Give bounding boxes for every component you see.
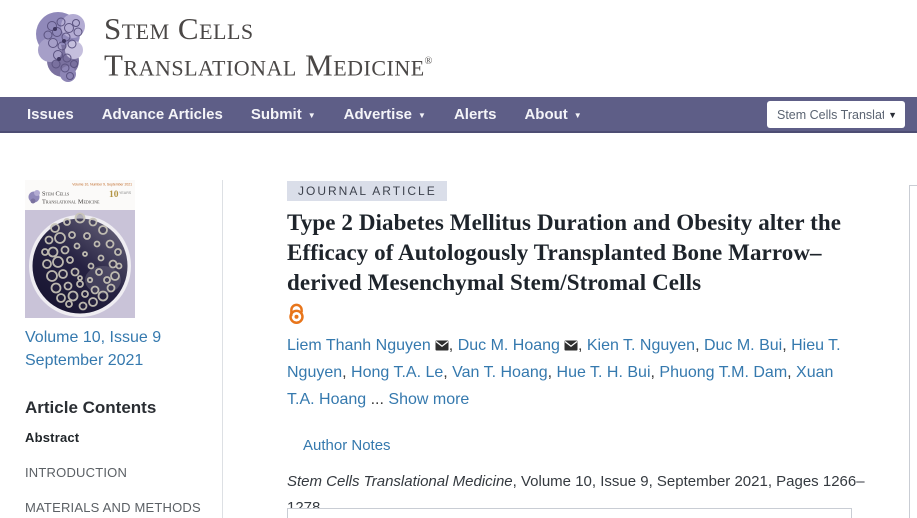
article-title: Type 2 Diabetes Mellitus Duration and Ob… [287,210,842,295]
brand-line2: Translational Medicine [104,47,425,83]
author-separator: , [782,337,792,354]
journal-brand-text: Stem Cells Translational Medicine® [104,12,432,81]
article-contents-title: Article Contents [25,398,157,417]
authors-line: Liem Thanh Nguyen, Duc M. Hoang, Kien T.… [287,332,865,413]
email-icon [564,340,578,351]
email-icon [435,340,449,351]
author-separator: , [695,337,704,354]
article-contents-list: Abstract INTRODUCTION MATERIALS AND METHOD… [25,430,215,518]
journal-select-dropdown[interactable]: Stem Cells Translational M ▼ [767,101,905,128]
nav-items: Issues Advance Articles Submit ▼ Advertise ▼ A… [0,106,596,123]
stem-cells-logo-icon [36,12,85,82]
author-link[interactable]: Van T. Hoang [452,364,548,381]
trademark-symbol: ® [424,56,433,68]
author-link[interactable]: Duc M. Bui [703,337,783,354]
cover-masthead-2: Translational Medicine [42,199,100,206]
author-link[interactable]: Kien T. Nguyen [586,337,696,354]
author-link[interactable]: Xuan T.A. Hoang [287,364,834,408]
cover-years-number: 10 [109,190,119,200]
nav-item-about[interactable]: About ▼ [524,105,582,123]
main-navbar: Issues Advance Articles Submit ▼ Advertise ▼ A… [0,97,917,133]
email-icon-wrap [435,337,449,354]
author-separator: , [342,364,352,381]
show-more-link[interactable]: Show more [388,391,470,408]
article-header: JOURNAL ARTICLE Type 2 Diabetes Mellitus… [287,181,865,518]
chevron-down-icon: ▼ [307,110,316,120]
cover-masthead-1: Stem Cells [42,191,69,198]
nav-item-issues[interactable]: Issues [27,105,74,123]
contents-item-abstract[interactable]: Abstract [25,430,80,445]
citation-line: Stem Cells Translational Medicine, Volum… [287,469,865,518]
author-link[interactable]: Hue T. H. Bui [556,364,651,381]
citation-journal-name: Stem Cells Translational Medicine [287,473,513,490]
issue-date-link[interactable]: September 2021 [25,352,144,369]
nav-item-advance-articles[interactable]: Advance Articles [101,105,223,123]
article-type-badge: JOURNAL ARTICLE [287,181,447,201]
right-rail-divider [909,185,917,518]
authors-ellipsis: ... [366,391,389,408]
abstract-box-edge [287,508,852,518]
nav-item-alerts[interactable]: Alerts [453,105,497,123]
volume-issue-link[interactable]: Volume 10, Issue 9 [25,329,162,346]
contents-item-introduction[interactable]: INTRODUCTION [25,465,128,480]
issue-cover-image: Volume 10, Number 9, September 2021 Stem… [25,180,135,318]
chevron-down-icon: ▼ [888,109,897,120]
open-access-icon [289,303,304,325]
chevron-down-icon: ▼ [418,110,426,120]
chevron-down-icon: ▼ [573,110,582,120]
author-link[interactable]: Duc M. Hoang [457,337,560,354]
contents-item-materials-and-methods[interactable]: MATERIALS AND METHODS [25,500,201,515]
cover-years-word: YEARS [119,191,132,195]
nav-item-submit[interactable]: Submit ▼ [250,105,316,123]
cover-issue-line: Volume 10, Number 9, September 2021 [72,183,132,187]
author-link[interactable]: Liem Thanh Nguyen [287,337,431,354]
author-separator: , [577,337,587,354]
author-link[interactable]: Phuong T.M. Dam [659,364,788,381]
issue-links: Volume 10, Issue 9 September 2021 [25,326,215,372]
brand-line1: Stem Cells [104,11,254,47]
sidebar-divider [222,180,223,518]
author-separator: , [650,364,660,381]
open-access-row [287,301,865,325]
journal-logo-link[interactable]: Stem Cells Translational Medicine® [28,6,432,88]
issue-cover-link[interactable]: Volume 10, Number 9, September 2021 Stem… [25,180,135,318]
author-separator: , [547,364,557,381]
author-separator: , [787,364,797,381]
author-separator: , [448,337,458,354]
author-separator: , [443,364,453,381]
email-icon-wrap [564,337,578,354]
journal-select-value: Stem Cells Translational M [777,107,885,122]
author-link[interactable]: Hong T.A. Le [351,364,444,381]
site-header: Stem Cells Translational Medicine® [0,0,917,97]
author-link[interactable]: Hieu T. Nguyen [287,337,841,381]
nav-item-advertise[interactable]: Advertise ▼ [343,105,426,123]
author-notes-link[interactable]: Author Notes [303,437,391,454]
